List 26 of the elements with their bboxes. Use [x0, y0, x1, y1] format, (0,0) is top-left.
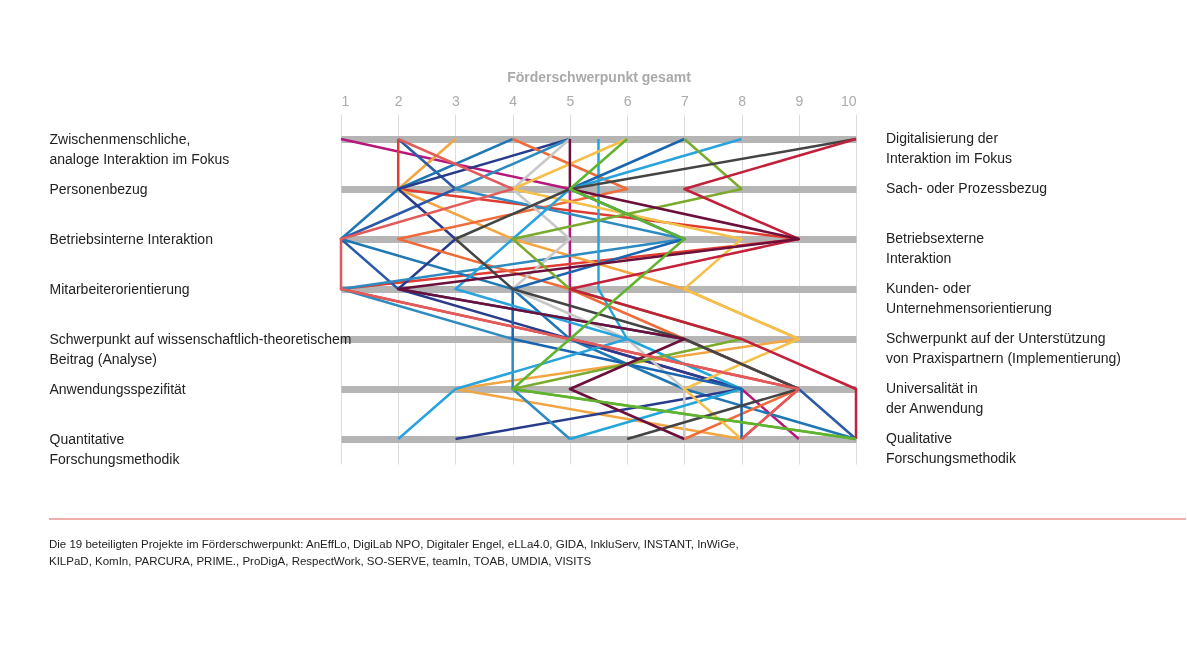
- y-tick-label: Zwischenmenschliche, analoge Interaktion im Fokus: [49, 130, 230, 167]
- y2-tick-label: Sach- oder Prozessbezug: [886, 180, 1048, 196]
- y2-tick-label: Digitalisierung der Interaktion im Fokus: [886, 130, 1013, 166]
- x-tick-label: 5: [566, 92, 575, 109]
- y-tick-label: Quantitative Forschungsmethodik: [49, 430, 181, 467]
- y-tick-label: Anwendungsspezifität: [49, 380, 186, 397]
- x-tick-label: 8: [738, 92, 747, 109]
- y-tick-label: Mitarbeiterorientierung: [49, 280, 190, 297]
- x-axis-title: Förderschwerpunkt gesamt: [507, 68, 692, 85]
- y-tick-label: Schwerpunkt auf wissenschaftlich-theoretischem Beitrag (Analyse): [49, 330, 352, 367]
- x-tick-label: 3: [452, 92, 461, 109]
- x-tick-label: 2: [394, 92, 403, 109]
- x-tick-label: 6: [623, 92, 632, 109]
- x-tick-label: 9: [795, 92, 804, 109]
- x-tick-label: 1: [341, 92, 350, 109]
- y-tick-label: Betriebsinterne Interaktion: [49, 230, 213, 247]
- x-tick-label: 4: [509, 92, 518, 109]
- x-tick-label: 10: [840, 92, 857, 109]
- x-tick-label: 7: [680, 92, 689, 109]
- y2-tick-label: Universalität in der Anwendung: [886, 380, 984, 416]
- y2-tick-label: Kunden- oder Unternehmensorientierung: [886, 280, 1052, 316]
- text: Die 19 beteiligten Projekte im Förderschwerpunkt: AnEffLo, DigiLab NPO, Digitaler Engel, eLLa4.0, GIDA, InkluServ, INSTANT, InWiGe, KILPaD, KomIn, PARCURA, PRIME., ProDigA, RespectWork, SO-SERVE, teamIn, TOAB, UMDIA, VISITS: [49, 538, 739, 567]
- y2-tick-label: Qualitative Forschungsmethodik: [886, 430, 1017, 466]
- y-tick-label: Personenbezug: [49, 180, 148, 197]
- y2-tick-label: Betriebsexterne Interaktion: [886, 230, 985, 266]
- y2-tick-label: Schwerpunkt auf der Unterstützung von Praxispartnern (Implementierung): [886, 330, 1121, 366]
